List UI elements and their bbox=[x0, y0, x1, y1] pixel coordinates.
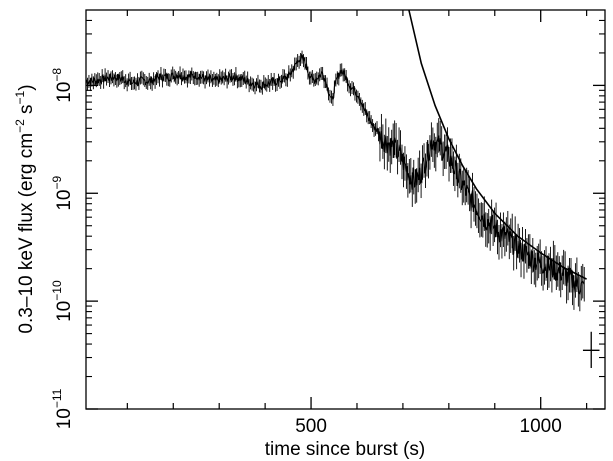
y-axis-label: 0.3–10 keV flux (erg cm−2 s−1) bbox=[13, 84, 37, 333]
axis-ticks bbox=[86, 10, 605, 410]
power-law-model-curve bbox=[408, 9, 587, 280]
y-tick-label: 10−11 bbox=[50, 388, 75, 429]
light-curve-line bbox=[85, 53, 585, 296]
data-series bbox=[85, 9, 600, 368]
y-tick-label: 10−8 bbox=[50, 68, 75, 103]
y-tick-label: 10−9 bbox=[50, 176, 75, 211]
x-axis-label: time since burst (s) bbox=[265, 439, 425, 460]
x-tick-labels: 500 1000 bbox=[295, 416, 562, 437]
y-tick-label: 10−10 bbox=[50, 280, 75, 322]
x-tick-label: 500 bbox=[295, 416, 327, 437]
x-tick-label: 1000 bbox=[520, 416, 562, 437]
y-tick-labels: 10−11 10−10 10−9 10−8 bbox=[50, 68, 75, 430]
